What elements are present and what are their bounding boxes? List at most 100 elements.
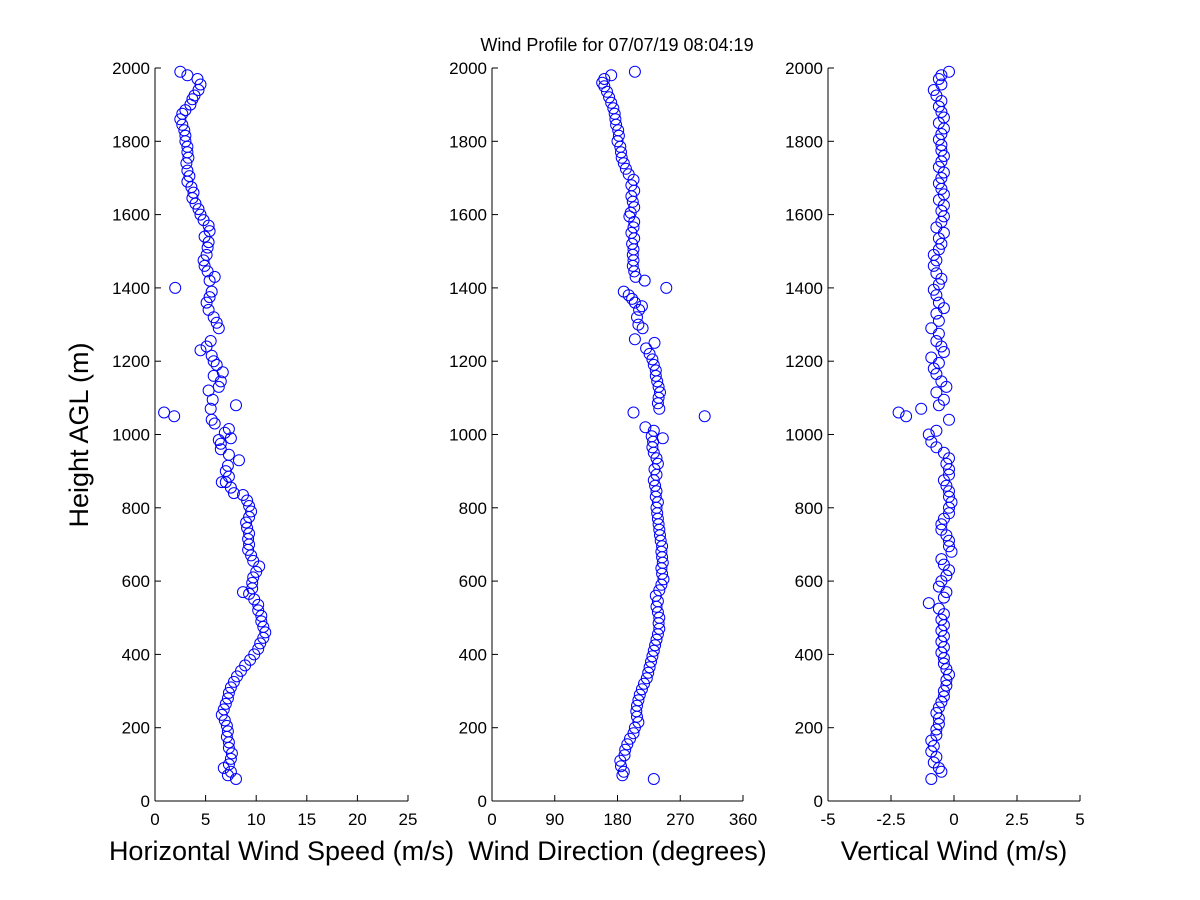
data-point xyxy=(930,254,943,267)
y-tick-label: 0 xyxy=(478,792,487,811)
y-tick-label: 0 xyxy=(814,792,823,811)
data-point xyxy=(219,697,232,710)
data-point xyxy=(227,675,240,688)
data-point xyxy=(925,773,938,785)
data-point xyxy=(932,161,945,173)
data-point xyxy=(181,69,194,82)
x-tick-label: 0 xyxy=(949,810,958,829)
data-point xyxy=(603,91,616,104)
data-point xyxy=(628,296,641,309)
data-point xyxy=(640,342,653,355)
x-tick-label: 5 xyxy=(1075,810,1084,829)
y-tick-label: 400 xyxy=(122,645,150,664)
x-tick-label: 180 xyxy=(603,810,631,829)
y-tick-label: 2000 xyxy=(785,59,823,78)
data-point xyxy=(255,609,268,622)
data-point xyxy=(945,496,958,509)
data-point xyxy=(625,179,638,192)
y-tick-label: 1600 xyxy=(785,206,823,225)
data-point xyxy=(932,278,945,291)
data-point xyxy=(629,270,642,283)
data-point xyxy=(617,285,630,298)
data-point xyxy=(638,677,650,690)
data-point xyxy=(194,208,207,221)
data-point xyxy=(651,457,664,470)
data-point xyxy=(649,364,662,377)
data-point xyxy=(197,214,210,227)
data-point xyxy=(943,485,955,498)
data-point xyxy=(210,358,223,371)
data-point xyxy=(178,124,191,137)
data-point xyxy=(627,727,640,740)
data-point xyxy=(627,406,640,419)
data-point xyxy=(608,107,621,120)
data-point xyxy=(935,553,948,566)
data-point xyxy=(925,322,938,335)
data-point xyxy=(640,672,653,685)
y-tick-label: 400 xyxy=(795,645,823,664)
x-tick-label: 25 xyxy=(399,810,418,829)
data-point xyxy=(935,172,948,184)
data-point xyxy=(932,718,945,730)
data-point xyxy=(650,452,663,465)
data-point xyxy=(220,719,233,732)
data-point xyxy=(935,696,948,708)
data-point xyxy=(631,699,643,712)
y-tick-label: 0 xyxy=(141,792,150,811)
data-point xyxy=(214,443,227,456)
data-point xyxy=(615,760,627,773)
x-axis-title-vertical-wind: Vertical Wind (m/s) xyxy=(841,836,1068,866)
data-point xyxy=(932,133,945,146)
data-point xyxy=(935,204,948,217)
data-point xyxy=(200,248,213,261)
data-point xyxy=(233,454,245,467)
data-point xyxy=(618,749,631,762)
data-point xyxy=(656,432,669,445)
data-point xyxy=(930,424,943,437)
data-point xyxy=(943,534,955,547)
data-point xyxy=(943,490,955,503)
data-point xyxy=(635,300,648,313)
data-point xyxy=(937,657,950,670)
data-point xyxy=(932,314,945,327)
data-point xyxy=(940,457,953,470)
data-point xyxy=(219,465,232,478)
data-point xyxy=(168,410,181,423)
data-point xyxy=(252,642,265,655)
y-tick-label: 1200 xyxy=(785,352,823,371)
data-point xyxy=(215,708,228,721)
data-point xyxy=(619,743,632,756)
data-point xyxy=(227,487,240,500)
data-point xyxy=(937,111,950,124)
data-point xyxy=(203,225,216,238)
x-tick-label: 0 xyxy=(487,810,496,829)
y-tick-label: 1000 xyxy=(449,426,487,445)
data-point xyxy=(647,358,660,371)
data-point xyxy=(217,703,230,716)
data-point xyxy=(622,168,635,181)
data-point xyxy=(250,565,263,578)
data-point xyxy=(204,335,217,347)
data-point xyxy=(255,615,268,628)
y-tick-label: 800 xyxy=(459,499,487,518)
data-point xyxy=(598,73,611,85)
data-point xyxy=(632,694,645,707)
data-point xyxy=(932,701,945,714)
data-point xyxy=(183,170,196,183)
data-point xyxy=(240,516,253,529)
data-point xyxy=(605,69,618,82)
data-point xyxy=(222,448,235,461)
data-point xyxy=(632,318,645,331)
y-tick-label: 600 xyxy=(795,572,823,591)
chart-title: Wind Profile for 07/07/19 08:04:19 xyxy=(480,35,753,55)
data-point xyxy=(179,129,192,142)
data-point xyxy=(648,336,661,349)
data-point xyxy=(633,688,646,701)
data-point xyxy=(935,128,948,140)
data-point xyxy=(621,738,634,751)
data-point xyxy=(698,410,711,423)
data-point xyxy=(925,351,938,364)
data-point xyxy=(649,639,662,652)
data-point xyxy=(207,355,220,368)
